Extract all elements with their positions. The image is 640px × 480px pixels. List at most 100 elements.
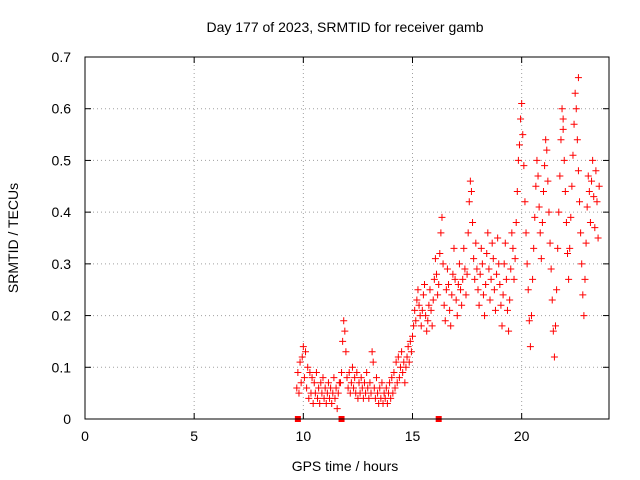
data-point (429, 296, 437, 304)
data-point (520, 162, 528, 170)
data-point (351, 374, 359, 382)
data-point (588, 177, 596, 185)
data-point (357, 374, 365, 382)
grid-layer (85, 57, 609, 419)
data-point (460, 244, 468, 252)
x-tick-label: 5 (190, 428, 198, 444)
data-point (448, 291, 456, 299)
data-point (559, 125, 567, 133)
data-point (469, 218, 477, 226)
data-point (500, 260, 508, 268)
data-point (511, 255, 519, 263)
data-point (414, 286, 422, 294)
data-point (568, 182, 576, 190)
data-point (479, 291, 487, 299)
data-point (466, 177, 474, 185)
data-point (332, 384, 340, 392)
data-point (591, 224, 599, 232)
data-point (376, 384, 384, 392)
data-point (311, 389, 319, 397)
data-point (545, 208, 553, 216)
data-point (445, 281, 453, 289)
data-point (388, 374, 396, 382)
data-point (338, 368, 346, 376)
data-point (556, 172, 564, 180)
data-point (595, 182, 603, 190)
data-point (372, 374, 380, 382)
data-point (438, 213, 446, 221)
data-point (580, 312, 588, 320)
data-point (317, 379, 325, 387)
data-point (345, 368, 353, 376)
data-point (465, 198, 473, 206)
data-point (324, 379, 332, 387)
data-point (421, 281, 429, 289)
y-tick-label: 0 (63, 411, 71, 427)
data-point (424, 317, 432, 325)
data-point (462, 291, 470, 299)
data-point (412, 317, 420, 325)
data-point (491, 306, 499, 314)
data-point (548, 296, 556, 304)
data-point (529, 275, 537, 283)
data-point (486, 296, 494, 304)
data-point (549, 327, 557, 335)
data-point (343, 374, 351, 382)
y-tick-label: 0.7 (52, 49, 72, 65)
data-point (440, 301, 448, 309)
data-point (525, 317, 533, 325)
data-point (417, 322, 425, 330)
data-point (488, 239, 496, 247)
data-point (547, 265, 555, 273)
data-point (474, 286, 482, 294)
data-point (470, 255, 478, 263)
data-point (428, 322, 436, 330)
x-axis-label: GPS time / hours (292, 458, 399, 474)
data-point (579, 291, 587, 299)
data-point (533, 156, 541, 164)
data-point (499, 291, 507, 299)
data-point (302, 348, 310, 356)
data-point (364, 384, 372, 392)
data-point (443, 265, 451, 273)
data-point (367, 389, 375, 397)
data-point (561, 187, 569, 195)
data-point (515, 141, 523, 149)
data-point (366, 379, 374, 387)
data-point (294, 368, 302, 376)
data-point (537, 255, 545, 263)
data-point (554, 244, 562, 252)
data-point (378, 379, 386, 387)
data-point (538, 218, 546, 226)
data-point (564, 250, 572, 258)
data-point (316, 399, 324, 407)
data-point (297, 379, 305, 387)
data-point (295, 389, 303, 397)
data-point (331, 394, 339, 402)
data-point (306, 368, 314, 376)
data-point (576, 198, 584, 206)
data-point (296, 358, 304, 366)
data-point (454, 281, 462, 289)
y-tick-label: 0.6 (52, 101, 72, 117)
data-point (314, 394, 322, 402)
data-point (453, 312, 461, 320)
data-point (592, 167, 600, 175)
y-tick-label: 0.2 (52, 308, 72, 324)
data-point (501, 239, 509, 247)
data-point (293, 384, 301, 392)
data-point (446, 306, 454, 314)
data-point (342, 348, 350, 356)
data-point (405, 358, 413, 366)
data-point (398, 348, 406, 356)
data-point (573, 136, 581, 144)
data-point (427, 306, 435, 314)
data-point (557, 136, 565, 144)
data-point (550, 353, 558, 361)
data-point (399, 368, 407, 376)
data-point (519, 131, 527, 139)
data-point (518, 100, 526, 108)
data-point (406, 337, 414, 345)
data-point (578, 260, 586, 268)
